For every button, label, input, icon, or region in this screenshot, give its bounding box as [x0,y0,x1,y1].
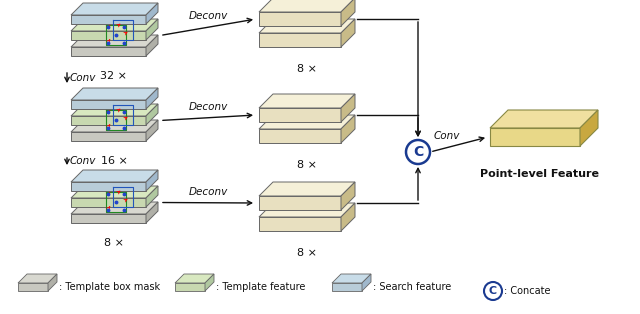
Text: Point-level Feature: Point-level Feature [479,169,598,179]
Polygon shape [71,47,146,56]
Polygon shape [146,170,158,191]
Text: 8 ×: 8 × [104,238,124,248]
Polygon shape [341,94,355,122]
Polygon shape [580,110,598,146]
Polygon shape [18,274,57,283]
Polygon shape [71,198,146,207]
Polygon shape [146,202,158,223]
Text: Conv: Conv [434,131,460,141]
Polygon shape [332,283,362,291]
Polygon shape [259,196,341,210]
Text: 8 ×: 8 × [297,248,317,258]
Polygon shape [71,31,146,40]
Polygon shape [71,88,158,100]
Text: : Search feature: : Search feature [373,282,451,292]
Text: Deconv: Deconv [188,187,228,197]
Polygon shape [341,203,355,231]
Polygon shape [341,19,355,47]
Polygon shape [341,0,355,26]
Polygon shape [362,274,371,291]
Polygon shape [146,88,158,109]
Polygon shape [71,120,158,132]
Polygon shape [71,100,146,109]
Polygon shape [175,274,214,283]
Polygon shape [259,108,341,122]
Polygon shape [259,115,355,129]
Polygon shape [71,3,158,15]
Text: 16 ×: 16 × [100,156,127,166]
Polygon shape [146,120,158,141]
Text: 32 ×: 32 × [100,71,127,81]
Polygon shape [18,283,48,291]
Polygon shape [71,116,146,125]
Polygon shape [48,274,57,291]
Polygon shape [259,33,341,47]
Circle shape [406,140,430,164]
Polygon shape [259,203,355,217]
Polygon shape [259,182,355,196]
Polygon shape [71,214,146,223]
Polygon shape [146,35,158,56]
Polygon shape [71,104,158,116]
Polygon shape [71,170,158,182]
Polygon shape [71,182,146,191]
Circle shape [484,282,502,300]
Polygon shape [146,3,158,24]
Text: Deconv: Deconv [188,11,228,21]
Polygon shape [71,186,158,198]
Polygon shape [175,283,205,291]
Polygon shape [71,15,146,24]
Polygon shape [71,19,158,31]
Text: 8 ×: 8 × [297,160,317,170]
Text: Deconv: Deconv [188,102,228,112]
Polygon shape [259,12,341,26]
Polygon shape [146,19,158,40]
Text: C: C [413,145,423,159]
Text: 8 ×: 8 × [297,64,317,74]
Polygon shape [259,0,355,12]
Polygon shape [259,19,355,33]
Polygon shape [71,202,158,214]
Polygon shape [259,129,341,143]
Polygon shape [71,132,146,141]
Text: C: C [489,286,497,296]
Polygon shape [259,94,355,108]
Polygon shape [259,217,341,231]
Polygon shape [490,110,598,128]
Text: : Template box mask: : Template box mask [59,282,160,292]
Polygon shape [332,274,371,283]
Polygon shape [71,35,158,47]
Text: Conv: Conv [70,73,97,83]
Text: : Concate: : Concate [504,286,550,296]
Polygon shape [490,128,580,146]
Polygon shape [341,115,355,143]
Polygon shape [146,104,158,125]
Polygon shape [341,182,355,210]
Text: Conv: Conv [70,156,97,166]
Polygon shape [146,186,158,207]
Polygon shape [205,274,214,291]
Text: : Template feature: : Template feature [216,282,305,292]
